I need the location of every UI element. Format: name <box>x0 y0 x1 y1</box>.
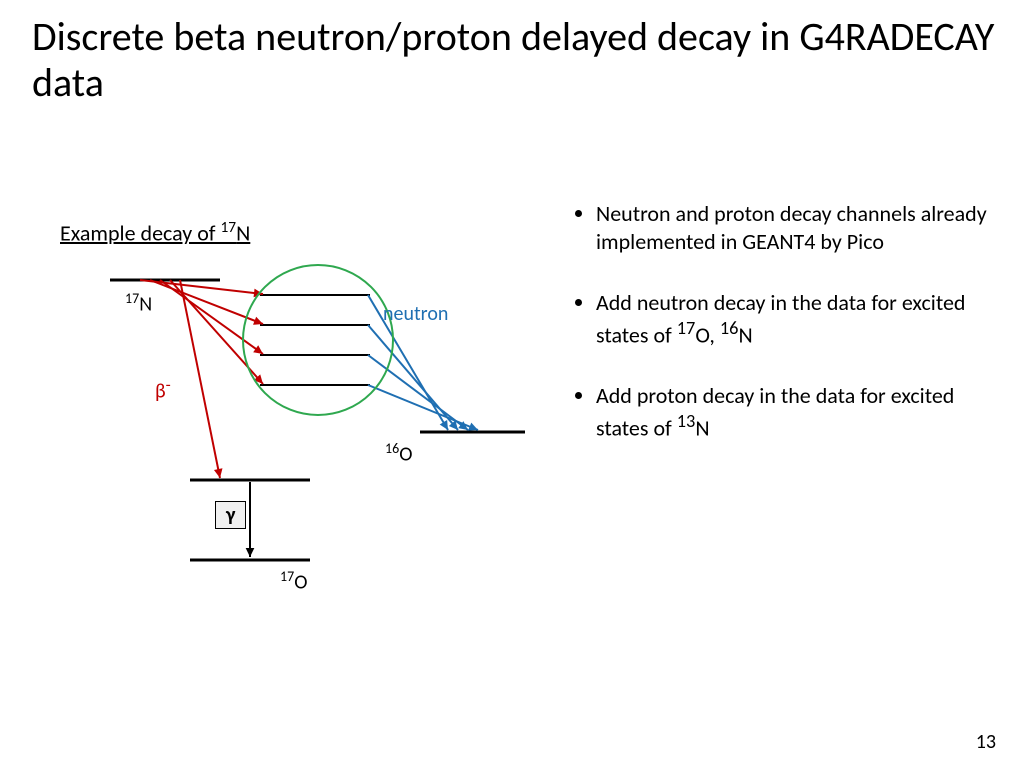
bullet-list: Neutron and proton decay channels alread… <box>570 200 990 476</box>
neutron-emission-circle <box>243 265 393 415</box>
bullet-item: Neutron and proton decay channels alread… <box>596 200 990 255</box>
label-neutron: neutron <box>383 302 448 326</box>
bullet-item: Add proton decay in the data for excited… <box>596 382 990 441</box>
neutron-arrow <box>368 385 478 431</box>
bullet-item: Add neutron decay in the data for excite… <box>596 289 990 348</box>
slide-title: Discrete beta neutron/proton delayed dec… <box>32 14 1024 106</box>
gamma-arrow <box>246 482 255 557</box>
label-beta: β- <box>155 375 171 404</box>
example-heading: Example decay of 17N <box>60 218 250 246</box>
label-16O: 16O <box>385 440 412 467</box>
label-17O: 17O <box>280 568 307 595</box>
gamma-box: γ <box>215 501 246 529</box>
neutron-arrow <box>368 325 458 430</box>
decay-diagram: γ 17N β-neutron 16O 17O <box>50 260 550 620</box>
label-17N: 17N <box>125 290 152 317</box>
page-number: 13 <box>976 730 996 754</box>
